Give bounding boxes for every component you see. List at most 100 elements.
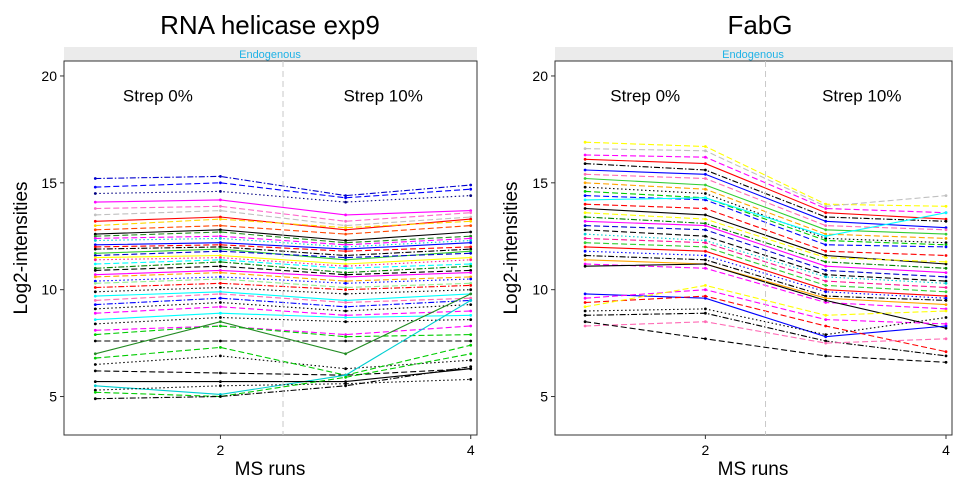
- data-point: [344, 271, 347, 274]
- data-point: [704, 222, 707, 225]
- data-point: [583, 190, 587, 193]
- data-point: [704, 155, 707, 159]
- data-point: [583, 153, 587, 157]
- data-point: [93, 397, 97, 401]
- y-axis-label: Log2-intensities: [11, 181, 32, 314]
- data-point: [344, 266, 347, 270]
- data-point: [344, 249, 347, 253]
- data-point: [219, 198, 222, 202]
- data-point: [824, 333, 828, 336]
- data-point: [944, 303, 948, 306]
- data-point: [824, 239, 828, 242]
- data-point: [704, 284, 707, 287]
- data-point: [944, 211, 948, 215]
- data-point: [344, 247, 347, 251]
- data-point: [944, 337, 948, 341]
- series-line: [585, 246, 947, 297]
- data-point: [704, 234, 707, 238]
- data-point: [93, 388, 97, 392]
- data-point: [944, 241, 948, 245]
- data-point: [93, 232, 97, 236]
- data-point: [344, 239, 347, 242]
- data-point: [583, 219, 587, 223]
- series-line: [95, 316, 471, 325]
- data-point: [93, 275, 97, 279]
- data-point: [344, 382, 347, 386]
- data-point: [583, 172, 587, 176]
- data-point: [93, 266, 97, 270]
- data-point: [824, 301, 828, 304]
- data-point: [93, 339, 97, 343]
- data-point: [469, 249, 473, 253]
- data-point: [344, 254, 347, 257]
- data-point: [93, 245, 97, 249]
- data-point: [469, 217, 473, 221]
- data-point: [469, 367, 473, 371]
- series-line: [585, 293, 947, 338]
- data-point: [944, 262, 948, 266]
- series-line: [95, 276, 471, 284]
- data-point: [93, 352, 97, 356]
- axis-ticks: 5 10 15 20 2 4: [41, 68, 474, 458]
- data-point: [344, 373, 347, 377]
- data-point: [469, 365, 473, 368]
- data-point: [219, 275, 222, 279]
- data-point: [219, 249, 222, 253]
- y-tick-label: 15: [41, 175, 57, 191]
- data-point: [93, 299, 97, 302]
- data-point: [344, 196, 347, 200]
- data-point: [469, 215, 473, 219]
- data-point: [344, 375, 347, 379]
- data-point: [469, 187, 473, 191]
- data-point: [219, 175, 222, 178]
- data-point: [704, 177, 707, 180]
- series-line: [585, 254, 947, 301]
- data-point: [944, 326, 948, 330]
- data-point: [824, 264, 828, 268]
- data-point: [824, 219, 828, 223]
- data-point: [344, 200, 347, 204]
- data-point: [469, 299, 473, 302]
- x-axis-label: MS runs: [235, 459, 306, 480]
- data-point: [583, 157, 587, 161]
- data-point: [219, 320, 222, 324]
- data-point: [219, 215, 222, 219]
- series-line: [585, 321, 947, 363]
- panel-rna-helicase: RNA helicase exp9 Endogenous Strep 0% St…: [11, 10, 478, 480]
- data-point: [344, 213, 347, 217]
- data-point: [219, 228, 222, 232]
- data-point: [469, 224, 473, 228]
- data-point: [93, 200, 97, 204]
- data-point: [944, 316, 948, 319]
- data-point: [93, 192, 97, 195]
- y-tick-label: 15: [532, 175, 548, 191]
- data-point: [219, 384, 222, 388]
- data-point: [469, 239, 473, 242]
- data-point: [583, 202, 587, 206]
- series-line: [585, 158, 947, 220]
- y-tick-label: 10: [41, 282, 57, 298]
- data-point: [824, 215, 828, 219]
- data-point: [944, 286, 948, 289]
- data-point: [583, 224, 587, 228]
- y-axis-label: Log2-intensities: [501, 181, 522, 314]
- data-point: [824, 249, 828, 253]
- data-point: [219, 241, 222, 245]
- series-line: [585, 284, 947, 316]
- data-point: [944, 360, 948, 364]
- data-point: [469, 262, 473, 266]
- data-point: [93, 251, 97, 255]
- y-tick-label: 10: [532, 282, 548, 298]
- series-line: [585, 308, 947, 336]
- data-point: [944, 217, 948, 221]
- data-point: [219, 234, 222, 238]
- data-point: [583, 249, 587, 253]
- series-line: [585, 190, 947, 246]
- data-point: [93, 237, 97, 240]
- y-tick-label: 5: [540, 389, 548, 405]
- data-point: [824, 284, 828, 287]
- data-point: [344, 194, 347, 198]
- data-point: [344, 226, 347, 230]
- data-point: [583, 264, 587, 268]
- data-point: [824, 294, 828, 298]
